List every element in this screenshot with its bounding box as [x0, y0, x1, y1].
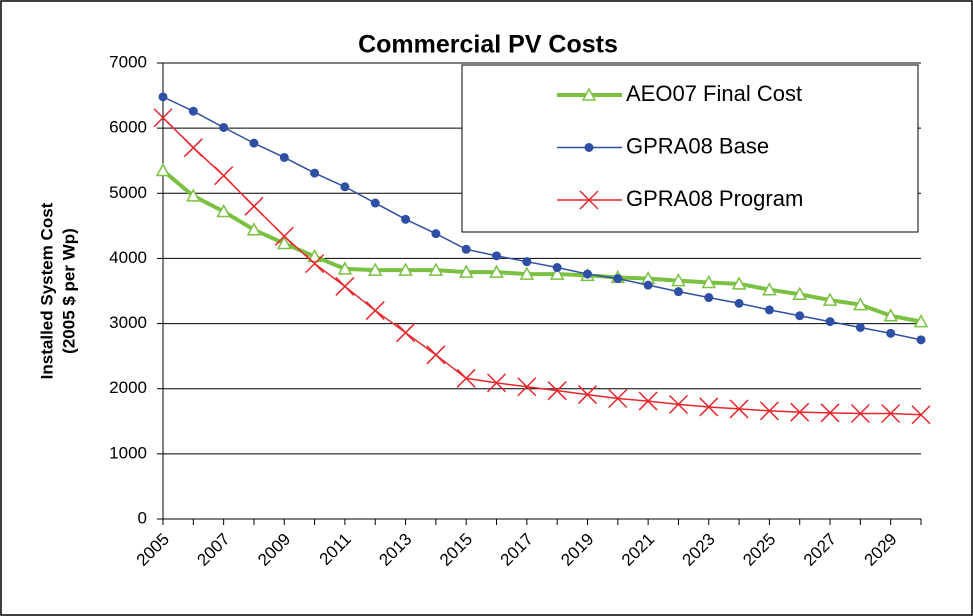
marker: [913, 314, 929, 328]
marker: [492, 251, 502, 261]
marker: [398, 262, 413, 276]
y-tick-label: 3000: [109, 313, 147, 332]
marker: [643, 280, 653, 290]
marker: [699, 397, 719, 417]
marker: [582, 269, 592, 279]
series-line: [162, 96, 922, 341]
marker: [335, 276, 355, 296]
marker: [671, 273, 686, 287]
marker: [461, 244, 471, 254]
marker: [759, 401, 779, 421]
marker: [214, 166, 234, 186]
marker: [428, 262, 444, 276]
marker: [638, 391, 658, 411]
marker: [547, 381, 567, 401]
marker: [401, 214, 411, 224]
marker: [337, 261, 353, 275]
marker: [820, 403, 840, 423]
marker: [825, 317, 835, 327]
marker: [581, 87, 597, 101]
marker: [249, 138, 259, 148]
marker: [216, 203, 231, 218]
marker: [456, 368, 476, 388]
marker: [792, 286, 807, 301]
marker: [613, 274, 623, 284]
marker: [186, 188, 201, 202]
y-axis-label: (2005 $ per Wp): [59, 228, 78, 354]
marker: [668, 394, 688, 414]
marker: [274, 226, 294, 246]
marker: [734, 298, 744, 308]
marker: [853, 297, 868, 311]
marker: [305, 254, 325, 274]
chart-title: Commercial PV Costs: [358, 31, 618, 59]
marker: [431, 229, 441, 239]
marker: [764, 305, 774, 315]
marker: [883, 308, 898, 322]
marker: [279, 152, 289, 162]
marker: [701, 274, 717, 289]
marker: [307, 248, 322, 263]
marker: [881, 403, 901, 423]
legend-marker: [579, 190, 599, 210]
legend-label: GPRA08 Base: [626, 133, 769, 158]
marker: [396, 323, 416, 343]
legend-label: GPRA08 Program: [626, 186, 803, 211]
marker: [579, 190, 599, 210]
legend-marker: [584, 143, 594, 152]
marker: [219, 122, 229, 132]
marker: [365, 301, 385, 321]
y-tick-label: 5000: [109, 183, 147, 202]
y-tick-label: 1000: [109, 443, 147, 462]
marker: [183, 138, 203, 158]
marker: [367, 262, 383, 276]
y-tick-label: 7000: [109, 52, 147, 71]
marker: [584, 143, 594, 152]
marker: [188, 106, 198, 116]
marker: [729, 399, 749, 419]
marker: [549, 266, 565, 280]
marker: [246, 222, 262, 236]
marker: [916, 335, 926, 345]
marker: [370, 198, 380, 208]
marker: [153, 108, 173, 128]
legend-label: AEO07 Final Cost: [626, 81, 802, 106]
marker: [673, 287, 683, 297]
marker: [522, 257, 532, 267]
y-tick-label: 0: [138, 508, 147, 527]
marker: [517, 377, 537, 397]
marker: [519, 266, 535, 280]
marker: [426, 345, 446, 365]
marker: [158, 92, 168, 102]
y-tick-label: 6000: [109, 118, 147, 137]
marker: [855, 322, 865, 332]
marker: [577, 385, 598, 405]
marker: [244, 196, 264, 216]
marker: [911, 405, 931, 425]
marker: [790, 402, 810, 422]
marker: [310, 168, 320, 178]
marker: [277, 235, 292, 250]
marker: [458, 264, 474, 278]
y-tick-label: 2000: [109, 378, 147, 397]
legend-box: [461, 64, 919, 233]
marker: [731, 276, 747, 290]
marker: [795, 311, 805, 321]
marker: [886, 328, 896, 338]
marker: [489, 264, 504, 278]
marker: [608, 388, 628, 409]
marker: [704, 293, 714, 303]
marker: [340, 182, 350, 192]
legend-marker: [581, 87, 597, 101]
y-tick-label: 4000: [109, 248, 147, 267]
marker: [552, 263, 562, 273]
y-axis-label: Installed System Cost: [37, 202, 56, 379]
marker: [762, 282, 777, 296]
marker: [850, 403, 870, 423]
marker: [822, 292, 838, 306]
marker: [486, 373, 507, 393]
marker: [155, 162, 171, 177]
